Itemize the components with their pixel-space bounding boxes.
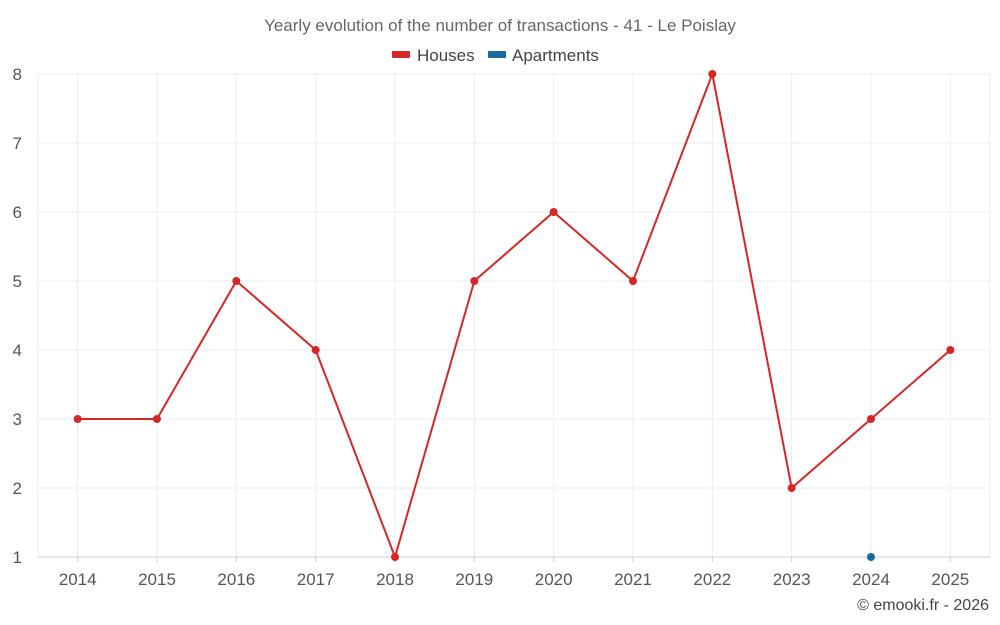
legend-swatch-apartments <box>488 51 506 58</box>
x-tick-label: 2023 <box>773 570 811 589</box>
x-tick-label: 2014 <box>59 570 97 589</box>
x-tick-label: 2021 <box>614 570 652 589</box>
y-tick-label: 2 <box>13 479 22 498</box>
legend-label-houses: Houses <box>417 46 475 65</box>
y-tick-label: 5 <box>13 272 22 291</box>
x-tick-label: 2022 <box>693 570 731 589</box>
series-apartments <box>867 553 875 561</box>
legend-item-houses[interactable]: Houses <box>392 46 475 65</box>
x-axis-ticks: 2014 2015 2016 2017 2018 2019 2020 2021 2022 2023… <box>59 570 969 589</box>
data-point-houses[interactable] <box>311 346 320 354</box>
legend-label-apartments: Apartments <box>512 46 599 65</box>
y-tick-label: 8 <box>13 65 22 84</box>
legend-item-apartments[interactable]: Apartments <box>488 46 599 65</box>
x-tick-label: 2025 <box>931 570 969 589</box>
x-tick-label: 2016 <box>217 570 255 589</box>
legend-swatch-houses <box>392 51 410 58</box>
y-tick-label: 4 <box>13 341 22 360</box>
data-point-houses[interactable] <box>549 208 558 216</box>
data-point-houses[interactable] <box>470 277 479 285</box>
x-tick-label: 2020 <box>535 570 573 589</box>
grid-lines <box>37 73 991 557</box>
data-point-houses[interactable] <box>787 484 796 492</box>
axes <box>38 556 990 562</box>
series-line-houses <box>77 73 951 558</box>
data-point-houses[interactable] <box>867 415 875 423</box>
x-tick-label: 2024 <box>852 570 890 589</box>
legend[interactable]: Houses Apartments <box>392 46 599 65</box>
data-point-houses[interactable] <box>946 346 955 354</box>
x-tick-label: 2017 <box>297 570 335 589</box>
data-point-houses[interactable] <box>232 277 241 285</box>
x-tick-label: 2019 <box>455 570 493 589</box>
data-point-houses[interactable] <box>708 70 717 78</box>
chart-title: Yearly evolution of the number of transa… <box>264 16 736 35</box>
series-houses <box>73 70 955 561</box>
data-point-houses[interactable] <box>391 553 399 561</box>
x-tick-label: 2018 <box>376 570 414 589</box>
data-point-houses[interactable] <box>629 277 637 285</box>
y-tick-label: 6 <box>13 203 22 222</box>
series <box>73 70 955 561</box>
x-tick-label: 2015 <box>138 570 176 589</box>
data-point-apartments[interactable] <box>867 553 875 561</box>
data-point-houses[interactable] <box>73 415 82 423</box>
data-point-houses[interactable] <box>153 415 161 423</box>
y-tick-label: 1 <box>13 548 22 567</box>
y-tick-label: 7 <box>13 134 22 153</box>
y-tick-label: 3 <box>13 410 22 429</box>
credit-text: © emooki.fr - 2026 <box>857 597 989 614</box>
y-axis-ticks: 1 2 3 4 5 6 7 8 <box>13 65 22 567</box>
